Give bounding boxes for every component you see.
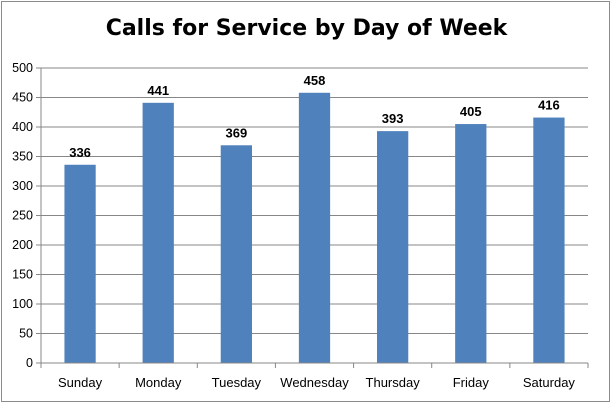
bar-saturday [533, 117, 565, 363]
bar-tuesday [220, 145, 252, 363]
x-tick-label-monday: Monday [135, 375, 182, 390]
data-label-saturday: 416 [538, 98, 560, 113]
y-tick-label: 200 [12, 238, 33, 252]
x-tick-label-saturday: Saturday [523, 375, 576, 390]
x-tick-label-sunday: Sunday [58, 375, 103, 390]
y-tick-label: 450 [12, 91, 33, 105]
y-tick-label: 250 [12, 209, 33, 223]
labels: 0 50 100 150 200 250 300 350 400 450 500 336 Sunday 4… [12, 61, 575, 390]
y-tick-label: 50 [19, 327, 33, 341]
data-label-tuesday: 369 [226, 125, 248, 140]
y-tick-label: 400 [12, 120, 33, 134]
x-tick-label-wednesday: Wednesday [280, 375, 349, 390]
x-tick-label-friday: Friday [453, 375, 490, 390]
y-tick-label: 100 [12, 297, 33, 311]
data-label-sunday: 336 [69, 145, 91, 160]
data-label-wednesday: 458 [304, 73, 326, 88]
bar-wednesday [298, 92, 331, 363]
chart-title: Calls for Service by Day of Week [105, 16, 508, 41]
data-label-friday: 405 [460, 104, 482, 119]
bar-sunday [64, 164, 96, 363]
data-label-thursday: 393 [382, 111, 404, 126]
bar-friday [455, 124, 487, 363]
bar-monday [142, 102, 174, 363]
y-tick-label: 350 [12, 150, 33, 164]
x-tick-label-tuesday: Tuesday [212, 375, 262, 390]
y-tick-label: 500 [12, 61, 33, 75]
axes [36, 67, 589, 368]
bars [64, 92, 565, 363]
data-label-monday: 441 [147, 83, 169, 98]
y-tick-label: 300 [12, 179, 33, 193]
y-tick-label: 150 [12, 268, 33, 282]
bar-thursday [377, 131, 409, 363]
y-tick-label: 0 [26, 356, 33, 370]
x-tick-label-thursday: Thursday [366, 375, 421, 390]
